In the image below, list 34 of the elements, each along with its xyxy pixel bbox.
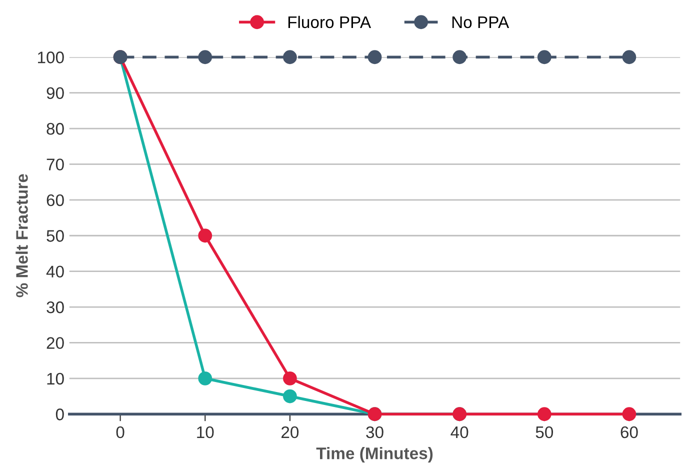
x-tick-label: 50 xyxy=(536,426,554,438)
y-tick-label: 10 xyxy=(47,372,64,385)
x-tick-label: 40 xyxy=(450,426,468,438)
legend-label: Fluoro PPA xyxy=(288,16,372,28)
y-tick-label: 20 xyxy=(46,337,64,349)
y-tick-label: 0 xyxy=(56,408,64,420)
point xyxy=(537,50,552,64)
point xyxy=(198,228,212,243)
point xyxy=(282,50,297,64)
point xyxy=(282,389,297,404)
point xyxy=(198,50,212,64)
x-tick-label: 60 xyxy=(620,426,638,438)
point xyxy=(282,371,297,386)
point xyxy=(368,50,382,64)
point xyxy=(452,50,467,64)
y-tick-label: 80 xyxy=(46,122,64,135)
y-axis-title: % Melt Fracture xyxy=(16,174,28,298)
y-tick-label: 30 xyxy=(46,301,64,314)
legend-label: No PPA xyxy=(452,16,510,28)
point xyxy=(537,407,552,422)
y-tick-label: 100 xyxy=(38,52,64,64)
x-tick-label: 0 xyxy=(116,426,124,438)
y-tick-label: 70 xyxy=(46,158,64,170)
x-tick-label: 20 xyxy=(282,426,299,438)
point xyxy=(622,407,636,422)
x-axis-title: Time (Minutes) xyxy=(316,447,433,463)
y-tick-label: 90 xyxy=(46,87,64,100)
y-tick-label: 40 xyxy=(46,266,64,278)
x-tick-label: 30 xyxy=(366,426,384,438)
y-tick-label: 60 xyxy=(46,194,64,206)
x-tick-label: 10 xyxy=(197,426,214,438)
point xyxy=(622,50,636,64)
y-tick-label: 50 xyxy=(46,230,64,242)
point xyxy=(198,371,212,386)
